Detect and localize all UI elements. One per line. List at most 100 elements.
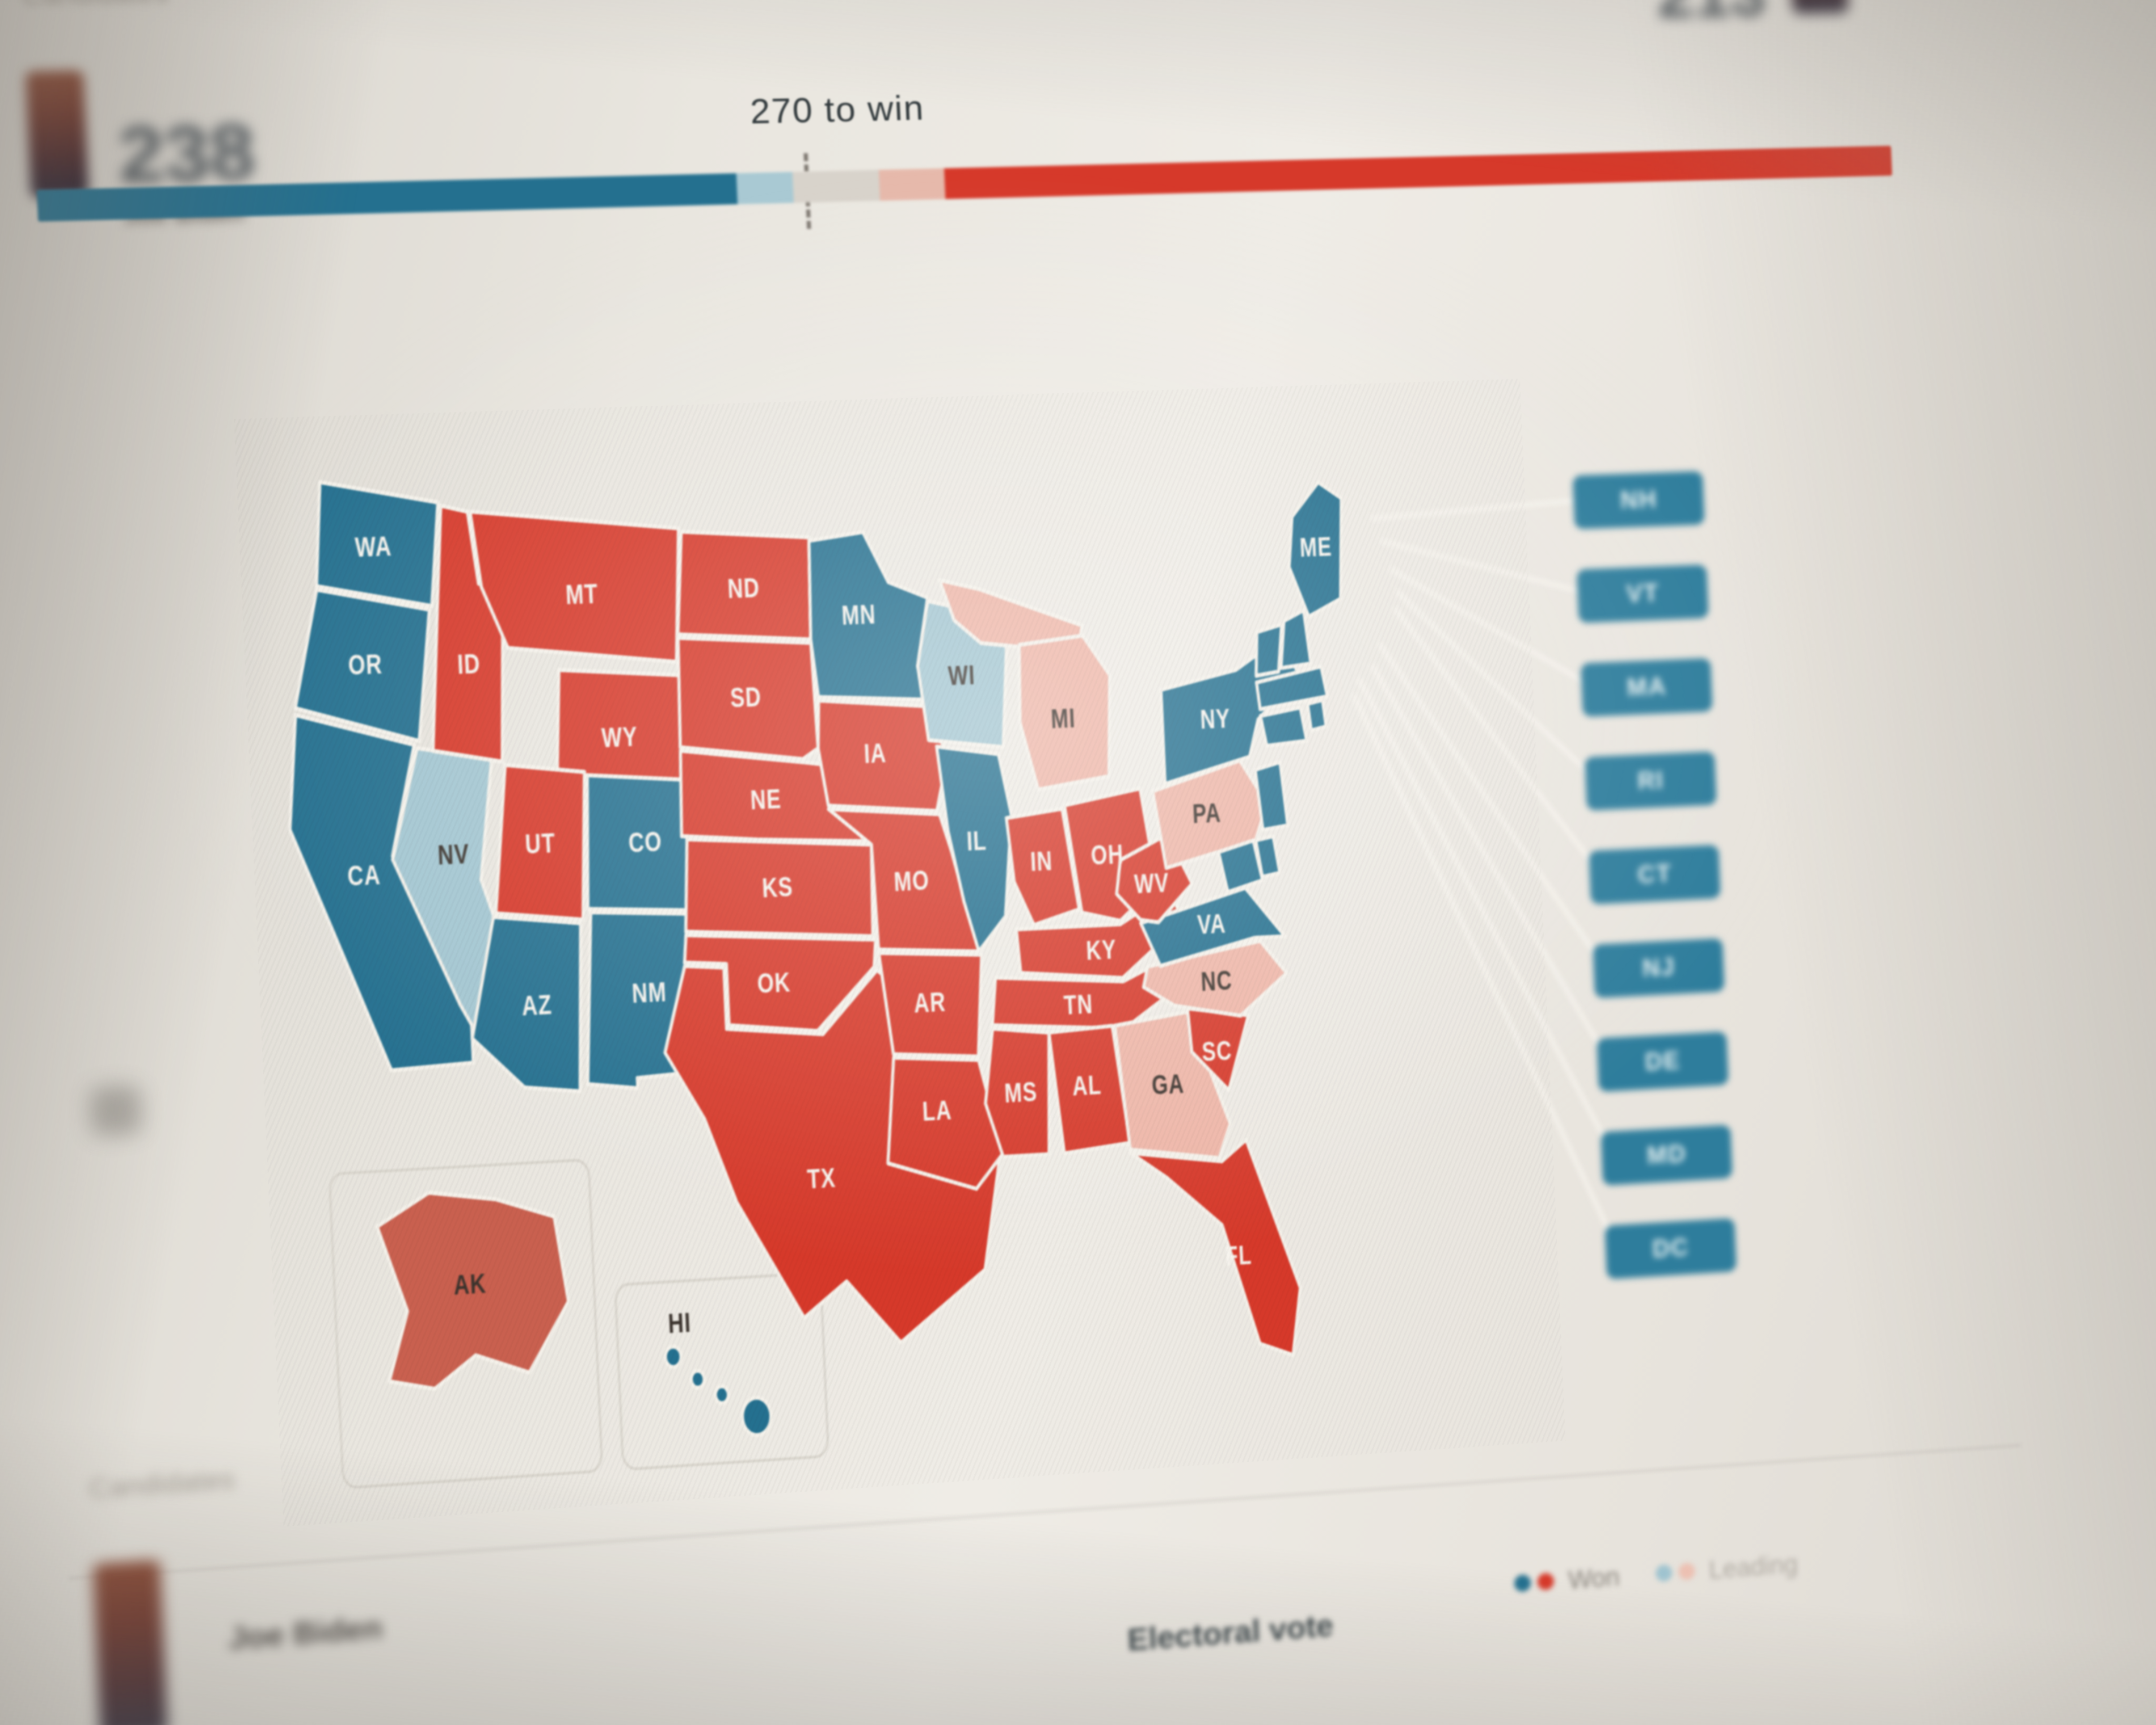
state-IL[interactable] — [937, 743, 1017, 953]
state-box-NJ[interactable]: NJ — [1593, 938, 1725, 999]
svg-text:FL: FL — [1224, 1239, 1252, 1272]
state-NC[interactable] — [1142, 940, 1288, 1021]
svg-text:IL: IL — [966, 824, 987, 856]
state-box-label: VT — [1626, 579, 1660, 608]
svg-text:MN: MN — [841, 599, 877, 631]
state-IN[interactable] — [1006, 808, 1080, 926]
svg-text:HI: HI — [667, 1307, 692, 1340]
svg-text:IN: IN — [1030, 845, 1054, 877]
state-MA[interactable] — [1256, 666, 1328, 709]
state-box-label: RI — [1637, 766, 1665, 795]
state-PA[interactable] — [1152, 759, 1270, 868]
state-CO[interactable] — [582, 770, 709, 916]
svg-text:IA: IA — [863, 738, 887, 770]
won-dem-dot — [1514, 1574, 1531, 1592]
right-candidate-avatar — [1787, 0, 1849, 14]
state-OR[interactable] — [290, 586, 435, 746]
state-ME[interactable] — [1286, 482, 1346, 617]
state-box-CT[interactable]: CT — [1588, 844, 1721, 904]
state-SC[interactable] — [1188, 1005, 1252, 1092]
svg-text:CA: CA — [347, 859, 381, 893]
state-MD[interactable] — [1218, 840, 1263, 893]
state-LA[interactable] — [883, 1052, 1005, 1194]
state-IA[interactable] — [816, 695, 950, 816]
state-MS[interactable] — [982, 1026, 1054, 1158]
svg-text:GA: GA — [1151, 1068, 1185, 1101]
svg-text:AR: AR — [913, 986, 947, 1019]
svg-text:NM: NM — [631, 976, 667, 1009]
svg-text:NY: NY — [1199, 702, 1231, 735]
state-TN[interactable] — [989, 955, 1183, 1036]
state-box-MD[interactable]: MD — [1601, 1125, 1733, 1186]
svg-text:SD: SD — [730, 681, 762, 714]
state-box-DC[interactable]: DC — [1605, 1218, 1737, 1280]
svg-text:AL: AL — [1072, 1069, 1102, 1101]
state-RI[interactable] — [1307, 700, 1326, 730]
state-MO[interactable] — [828, 803, 979, 959]
state-MI[interactable] — [1016, 634, 1114, 790]
bar-rep-leading-segment — [878, 168, 945, 201]
state-MN[interactable] — [806, 530, 932, 704]
won-rep-dot — [1537, 1572, 1555, 1591]
state-box-MA[interactable]: MA — [1580, 658, 1713, 717]
right-electoral-count: 213 — [1656, 0, 1768, 33]
svg-text:ME: ME — [1299, 531, 1333, 563]
state-box-NH[interactable]: NH — [1572, 471, 1705, 529]
state-WY[interactable] — [551, 665, 688, 811]
svg-text:WV: WV — [1134, 867, 1170, 899]
state-CT[interactable] — [1260, 708, 1307, 746]
state-AL[interactable] — [1048, 1025, 1130, 1154]
leading-dem-dot — [1655, 1564, 1673, 1583]
state-MI-upper[interactable] — [940, 575, 1083, 658]
state-SD[interactable] — [675, 633, 818, 764]
svg-text:OR: OR — [347, 649, 383, 681]
state-box-label: NH — [1619, 485, 1658, 515]
defocus-smudge — [89, 1084, 142, 1137]
state-box-label: NJ — [1641, 953, 1676, 983]
svg-text:MS: MS — [1004, 1076, 1038, 1109]
votes-to-win-label: 270 to win — [749, 88, 925, 132]
state-MT[interactable] — [470, 504, 684, 670]
leading-rep-dot — [1678, 1562, 1695, 1581]
left-candidate-avatar — [25, 70, 89, 199]
state-UT[interactable] — [489, 761, 591, 924]
svg-text:ID: ID — [457, 648, 481, 680]
svg-text:SC: SC — [1201, 1036, 1232, 1068]
bar-dem-leading-segment — [736, 171, 794, 204]
candidates-section-label: Candidates — [21, 0, 169, 11]
state-NH[interactable] — [1278, 610, 1311, 668]
state-HI[interactable] — [665, 1341, 772, 1441]
table-candidate-name: Joe Biden — [228, 1610, 384, 1656]
state-KS[interactable] — [682, 831, 875, 945]
svg-text:WA: WA — [355, 531, 393, 563]
state-box-VT[interactable]: VT — [1576, 564, 1709, 624]
state-VT[interactable] — [1254, 624, 1283, 676]
svg-text:AZ: AZ — [521, 989, 553, 1022]
svg-text:NE: NE — [749, 783, 782, 816]
state-AK[interactable] — [376, 1185, 572, 1392]
state-VA[interactable] — [1139, 886, 1286, 967]
state-CA[interactable] — [285, 709, 474, 1075]
map-legend: Won Leading — [1514, 1549, 1799, 1599]
svg-text:AK: AK — [453, 1268, 487, 1301]
svg-text:OK: OK — [757, 966, 791, 999]
svg-text:KY: KY — [1085, 933, 1117, 966]
state-box-DE[interactable]: DE — [1597, 1031, 1729, 1092]
state-FL[interactable] — [1130, 1137, 1303, 1365]
svg-text:MT: MT — [565, 578, 599, 611]
state-ND[interactable] — [673, 527, 814, 645]
state-DE[interactable] — [1256, 836, 1280, 877]
state-TX[interactable] — [661, 950, 1011, 1356]
state-box-RI[interactable]: RI — [1584, 751, 1717, 811]
svg-text:TN: TN — [1063, 988, 1094, 1021]
state-AZ[interactable] — [467, 913, 588, 1097]
state-ID[interactable] — [422, 504, 510, 765]
state-box-label: MA — [1626, 672, 1667, 702]
state-WA[interactable] — [312, 478, 443, 611]
state-OK[interactable] — [683, 926, 879, 1038]
state-NJ[interactable] — [1255, 762, 1288, 830]
state-AR[interactable] — [879, 948, 986, 1062]
state-box-label: DE — [1644, 1046, 1681, 1076]
